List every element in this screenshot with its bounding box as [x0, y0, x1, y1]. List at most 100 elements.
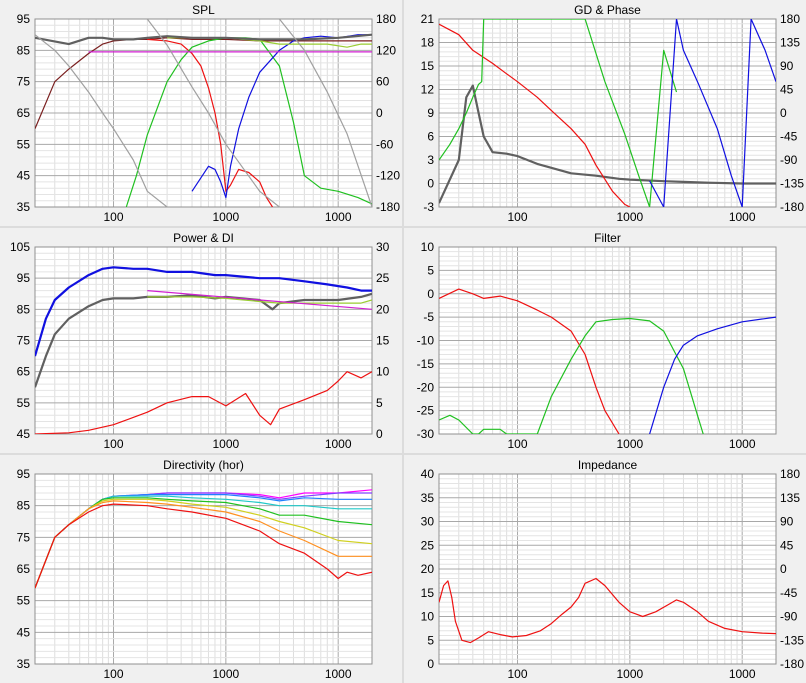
directivity-chart: Directivity (hor) 95 85 75 65 55 45 35 100 1000 10…: [17, 458, 373, 681]
impedance-x-tick-label: 1000: [729, 667, 756, 681]
directivity-hor-y-tick-label: 75: [17, 530, 31, 544]
horizontal-divider-2: [0, 453, 806, 455]
filter-x-tick-label: 100: [508, 437, 528, 451]
spl-series-line-8: [146, 19, 280, 207]
directivity-hor-y-tick-label: 65: [17, 562, 31, 576]
impedance-x-tick-label: 100: [508, 667, 528, 681]
filter-x-tick-label: 1000: [616, 437, 643, 451]
gd-phase-y2-tick-label: 0: [780, 106, 787, 120]
gd-phase-y-tick-label: 15: [421, 59, 435, 73]
filter-y-tick-label: 0: [427, 287, 434, 301]
gd-phase-y2-tick-label: -90: [780, 153, 798, 167]
gd-phase-grid: [439, 18, 776, 208]
filter-y-tick-label: -10: [417, 334, 435, 348]
gd-phase-y-tick-label: 12: [421, 83, 435, 97]
spl-y-tick-label: 35: [17, 200, 31, 214]
power-di-y-tick-label: 45: [17, 427, 31, 441]
gd-phase-y2-tick-label: -45: [780, 130, 798, 144]
power-di-y-tick-label: 105: [10, 240, 30, 254]
gd-phase-y-tick-label: 0: [427, 177, 434, 191]
filter-y-tick-label: -30: [417, 427, 435, 441]
filter-series: [439, 288, 776, 434]
spl-x-tick-label: 1000: [212, 210, 239, 224]
directivity-hor-x-tick-label: 1000: [325, 667, 352, 681]
impedance-y2-tick-label: -45: [780, 586, 798, 600]
gd-phase-y2-tick-label: -180: [780, 200, 804, 214]
gd-phase-series-line-0: [439, 84, 776, 204]
power-di-x-tick-label: 100: [104, 437, 124, 451]
filter-panel: Filter 10 5 0 -5 -10 -15 -20 -25 -30 100 1000 1000: [404, 228, 806, 453]
power-di-y2-tick-label: 0: [376, 427, 383, 441]
spl-y2-tick-label: 180: [376, 12, 396, 26]
gd-phase-y2-tick-label: 180: [780, 12, 800, 26]
spl-series-line-9: [278, 19, 372, 207]
filter-y-tick-label: -5: [423, 310, 434, 324]
power-di-series-line-4: [35, 371, 372, 434]
power-di-series-line-1: [35, 292, 372, 388]
spl-y2-tick-label: -60: [376, 137, 394, 151]
filter-y-tick-label: -25: [417, 404, 435, 418]
directivity-hor-y-tick-label: 55: [17, 594, 31, 608]
impedance-y-tick-label: 35: [421, 491, 435, 505]
power-di-series: [35, 266, 372, 434]
power-di-y2-tick-label: 5: [376, 396, 383, 410]
power-di-y2-tick-label: 30: [376, 240, 390, 254]
directivity-hor-plot-border: [34, 473, 373, 665]
impedance-y-tick-label: 30: [421, 515, 435, 529]
power-di-plot-border: [34, 246, 373, 435]
directivity-hor-series-line-7: [35, 503, 372, 589]
impedance-x-tick-label: 1000: [616, 667, 643, 681]
impedance-y-tick-label: 5: [427, 633, 434, 647]
impedance-y-tick-label: 25: [421, 538, 435, 552]
power-di-y2-tick-label: 20: [376, 302, 390, 316]
gd-phase-y2-tick-label: 135: [780, 36, 800, 50]
directivity-hor-series-line-6: [35, 500, 372, 589]
gd-phase-y2-tick-label: 45: [780, 83, 794, 97]
gd-phase-x-tick-label: 100: [508, 210, 528, 224]
filter-y-tick-label: 5: [427, 263, 434, 277]
filter-series-line-2: [649, 316, 776, 434]
filter-y-tick-label: -15: [417, 357, 435, 371]
directivity-hor-title: Directivity (hor): [163, 458, 244, 472]
filter-x-tick-label: 1000: [729, 437, 756, 451]
spl-y-tick-label: 95: [17, 12, 31, 26]
impedance-title: Impedance: [578, 458, 638, 472]
spl-y2-tick-label: 120: [376, 43, 396, 57]
horizontal-divider-1: [0, 226, 806, 228]
spl-x-tick-label: 100: [104, 210, 124, 224]
gd-phase-title: GD & Phase: [574, 3, 641, 17]
spl-y2-tick-label: -180: [376, 200, 400, 214]
impedance-y2-tick-label: 45: [780, 538, 794, 552]
spl-y-tick-label: 55: [17, 137, 31, 151]
gd-phase-chart: GD & Phase 21 18 15 12 9 6 3 0 -3 180 135 90 45 0 -45 -9…: [421, 3, 805, 224]
power-di-y-tick-label: 95: [17, 271, 31, 285]
gd-phase-y-tick-label: 3: [427, 153, 434, 167]
directivity-hor-x-tick-label: 1000: [212, 667, 239, 681]
directivity-hor-y-tick-label: 35: [17, 657, 31, 671]
gd-phase-series-line-3: [649, 19, 776, 207]
spl-series: [35, 19, 372, 207]
gd-phase-y-tick-label: -3: [423, 200, 434, 214]
spl-y2-tick-label: -120: [376, 169, 400, 183]
spl-panel: SPL 95 85 75 65 55 45 35 180 120 60 0 -60 -120 -180 100…: [0, 0, 402, 226]
impedance-y2-tick-label: -90: [780, 610, 798, 624]
gd-phase-y2-tick-label: -135: [780, 177, 804, 191]
power-di-y2-tick-label: 15: [376, 334, 390, 348]
impedance-grid: [439, 473, 776, 665]
power-di-series-line-3: [147, 290, 372, 310]
filter-title: Filter: [594, 231, 621, 245]
gd-phase-y-tick-label: 9: [427, 106, 434, 120]
impedance-plot-border: [438, 473, 777, 665]
power-di-series-line-0: [35, 266, 372, 357]
power-di-y-tick-label: 85: [17, 302, 31, 316]
power-di-x-tick-label: 1000: [325, 437, 352, 451]
impedance-panel: Impedance 40 35 30 25 20 15 10 5 0 180 135 90 45 0 -45 -…: [404, 455, 806, 683]
spl-series-line-3: [191, 34, 372, 199]
power-di-y-tick-label: 75: [17, 334, 31, 348]
power-di-grid: [35, 246, 372, 435]
power-di-y-tick-label: 65: [17, 365, 31, 379]
spl-y-tick-label: 45: [17, 169, 31, 183]
impedance-y-tick-label: 0: [427, 657, 434, 671]
spl-series-line-1: [147, 38, 274, 207]
gd-phase-series: [439, 19, 776, 207]
